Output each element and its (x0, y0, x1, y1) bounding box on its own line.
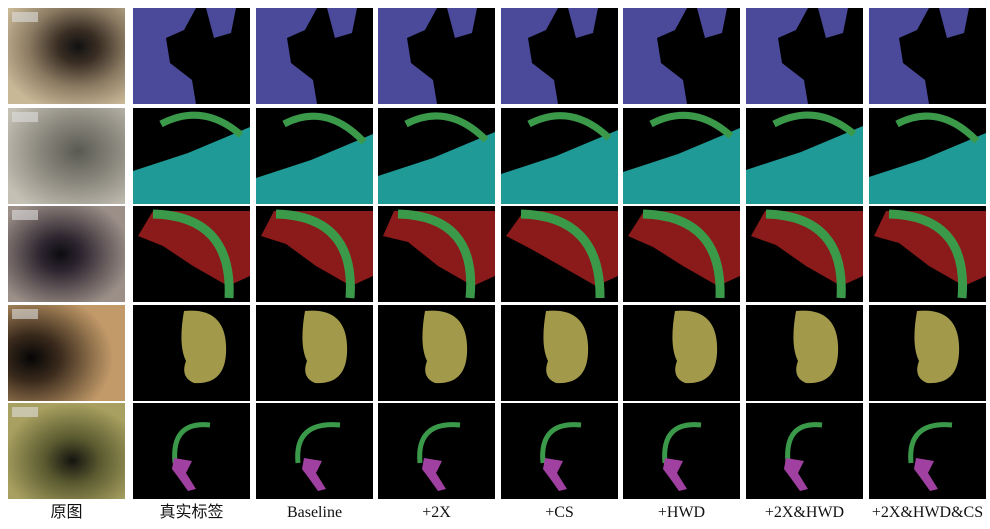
segmentation-mask (133, 305, 250, 401)
segmentation-mask (623, 108, 740, 204)
segmentation-mask (256, 206, 373, 302)
segmentation-mask (501, 403, 618, 499)
segmentation-mask (746, 206, 863, 302)
source-photo (8, 403, 125, 499)
segmentation-mask (378, 305, 495, 401)
segmentation-mask (133, 403, 250, 499)
segmentation-mask (501, 8, 618, 104)
segmentation-mask (746, 403, 863, 499)
figure: 原图 真实标签 Baseline +2X +CS +HWD +2X&HWD +2X&HWD&C… (0, 0, 990, 524)
segmentation-mask (256, 108, 373, 204)
source-photo (8, 206, 125, 302)
column-label: +HWD (658, 504, 705, 521)
segmentation-mask (501, 108, 618, 204)
photo (8, 206, 125, 302)
segmentation-mask (869, 305, 986, 401)
segmentation-mask (623, 8, 740, 104)
photo-overlay-text (12, 112, 38, 122)
segmentation-mask (378, 206, 495, 302)
segmentation-mask (623, 305, 740, 401)
column-label: +2X (422, 504, 451, 521)
segmentation-mask (623, 403, 740, 499)
segmentation-mask (133, 108, 250, 204)
column-label: +2X&HWD (765, 504, 844, 521)
segmentation-mask (746, 8, 863, 104)
column-label: Baseline (287, 504, 342, 521)
column-label: +CS (545, 504, 574, 521)
column-label: 真实标签 (159, 503, 223, 521)
segmentation-mask (869, 108, 986, 204)
segmentation-mask (746, 305, 863, 401)
segmentation-mask (378, 403, 495, 499)
source-photo (8, 8, 125, 104)
photo-overlay-text (12, 12, 38, 22)
photo-overlay-text (12, 407, 38, 417)
segmentation-mask (133, 8, 250, 104)
source-photo (8, 305, 125, 401)
source-photo (8, 108, 125, 204)
photo (8, 305, 125, 401)
photo-overlay-text (12, 309, 38, 319)
segmentation-mask (869, 206, 986, 302)
column-labels: 原图 真实标签 Baseline +2X +CS +HWD +2X&HWD +2X&HWD&C… (50, 503, 983, 521)
segmentation-mask (256, 403, 373, 499)
page: 原图 真实标签 Baseline +2X +CS +HWD +2X&HWD +2X&HWD&C… (0, 0, 990, 529)
segmentation-mask (501, 206, 618, 302)
photo-overlay-text (12, 210, 38, 220)
segmentation-mask (256, 305, 373, 401)
image-grid (8, 8, 986, 499)
segmentation-mask (378, 108, 495, 204)
column-label: 原图 (50, 504, 82, 521)
photo (8, 108, 125, 204)
segmentation-mask (378, 8, 495, 104)
segmentation-mask (623, 206, 740, 302)
segmentation-mask (501, 305, 618, 401)
column-label: +2X&HWD&CS (872, 504, 983, 521)
photo (8, 403, 125, 499)
segmentation-mask (256, 8, 373, 104)
segmentation-mask (746, 108, 863, 204)
segmentation-mask (133, 206, 250, 302)
segmentation-mask (869, 8, 986, 104)
segmentation-mask (869, 403, 986, 499)
photo (8, 8, 125, 104)
